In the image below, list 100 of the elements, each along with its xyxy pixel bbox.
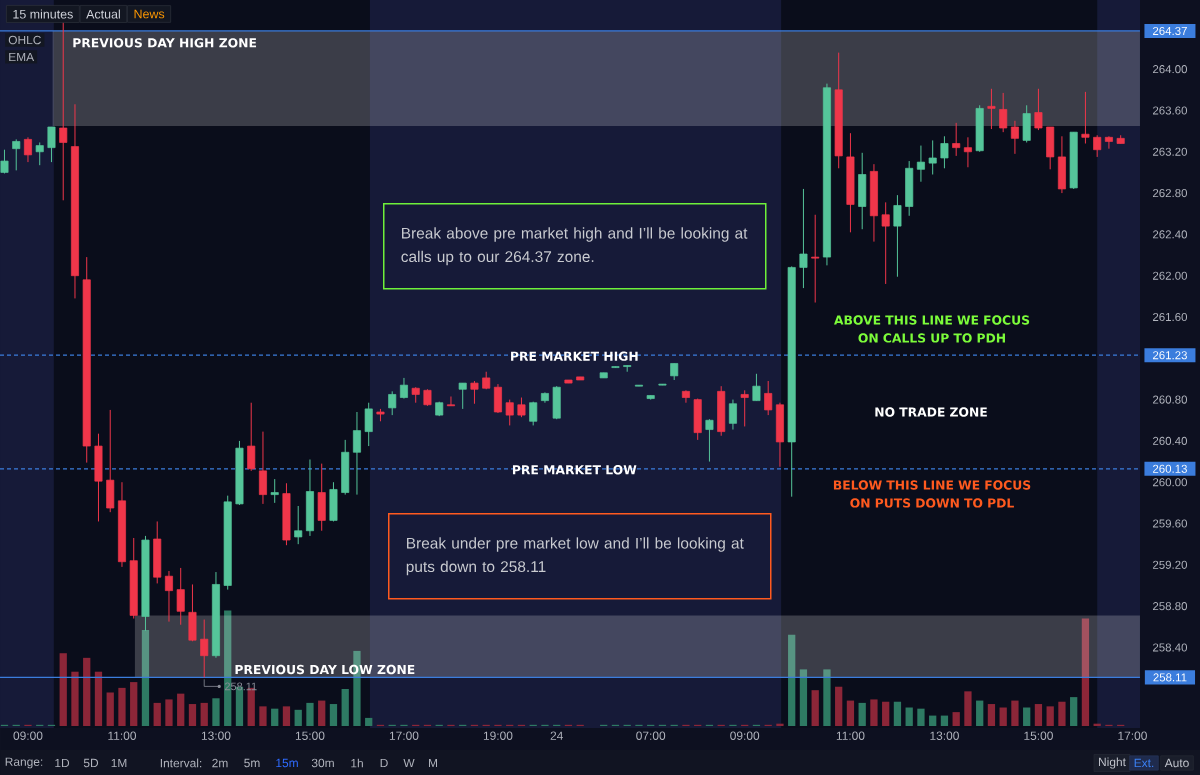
candlestick: [352, 411, 361, 496]
x-tick-label: 17:00: [389, 731, 419, 740]
bar: [341, 689, 349, 726]
candlestick: [35, 141, 44, 166]
bar: [799, 669, 808, 726]
band-label: PREVIOUS DAY LOW ZONE: [235, 664, 415, 675]
annotation: NO TRADE ZONE: [875, 407, 987, 417]
y-tick-label: 261.23: [1153, 351, 1187, 360]
bar: [94, 671, 103, 726]
text: 1h: [351, 758, 363, 768]
bar: [1046, 706, 1054, 726]
y-tick-label: 263.60: [1153, 106, 1188, 115]
bar: [318, 700, 326, 726]
annotation: BELOW THIS LINE WE FOCUS ON PUTS DOWN TO PDL: [833, 480, 1031, 508]
candlestick: [728, 399, 737, 431]
x-tick-label: 15:00: [295, 731, 325, 740]
candlestick: [752, 373, 761, 402]
text: 15m: [276, 758, 298, 768]
annotation: 15 minutes: [13, 9, 73, 19]
bar: [870, 699, 878, 726]
text: Range:: [5, 757, 43, 769]
bar: [1011, 700, 1019, 726]
bar: [365, 717, 373, 726]
bar: [846, 700, 855, 726]
text: D: [380, 758, 388, 768]
bar: [858, 702, 866, 726]
bar: [893, 701, 902, 726]
y-tick-label: 262.00: [1153, 271, 1188, 280]
x-tick-label: 24: [550, 731, 563, 740]
y-tick-label: 259.60: [1153, 519, 1188, 528]
x-tick-label: 13:00: [201, 731, 231, 740]
y-tick-label: 258.40: [1153, 643, 1188, 652]
candlestick: [446, 396, 455, 407]
candlestick: [59, 20, 68, 201]
candlestick: [294, 505, 303, 545]
candlestick: [270, 478, 279, 504]
annotation: Break above pre market high and I’ll be looking at calls up to our 264.37 zone.: [401, 227, 748, 266]
candlestick: [12, 138, 21, 171]
candlestick: [1081, 91, 1090, 145]
bar: [952, 712, 960, 726]
bar: [200, 702, 208, 726]
bar: [905, 707, 913, 726]
bar: [212, 698, 220, 726]
bar: [999, 707, 1007, 726]
candlestick: [1034, 88, 1043, 131]
text: 5m: [244, 758, 260, 768]
x-tick-label: 11:00: [108, 731, 137, 740]
text: Night: [1099, 757, 1126, 769]
bar: [1023, 707, 1031, 726]
bar: [964, 691, 972, 726]
bar: [776, 723, 784, 726]
y-tick-label: 260.80: [1153, 395, 1188, 404]
x-tick-label: 13:00: [930, 731, 959, 740]
y-tick-label: 261.60: [1153, 312, 1188, 322]
y-tick-label: 264.00: [1153, 65, 1188, 74]
candlestick: [1093, 134, 1102, 158]
candlestick: [364, 402, 373, 447]
candlestick: [705, 418, 714, 463]
bar: [83, 657, 91, 726]
annotation: Break under pre market low and I’ll be looking at puts down to 258.11: [406, 537, 744, 576]
bar: [1081, 618, 1090, 726]
y-tick-label: 262.80: [1153, 189, 1188, 198]
text: 1D: [55, 758, 70, 768]
bar: [141, 630, 150, 726]
candlestick: [47, 126, 56, 163]
candlestick: [740, 389, 749, 427]
candlestick: [811, 214, 820, 304]
candlestick: [517, 397, 526, 418]
text: Auto: [1164, 758, 1189, 768]
text: Interval:: [160, 758, 202, 768]
candlestick: [458, 382, 467, 410]
candlestick: [388, 390, 397, 416]
annotation: OHLC: [8, 35, 41, 45]
bar: [71, 671, 79, 726]
candlestick: [200, 619, 209, 678]
candlestick: [176, 567, 185, 626]
text: W: [403, 758, 415, 768]
bar: [59, 653, 67, 726]
bar: [1034, 704, 1043, 726]
bar: [940, 715, 949, 726]
y-tick-label: 260.13: [1153, 464, 1187, 473]
bar: [976, 700, 984, 726]
bar: [929, 715, 937, 726]
x-tick-label: 15:00: [1024, 731, 1053, 740]
bar: [823, 669, 831, 726]
bar: [835, 686, 843, 726]
candlestick: [399, 377, 408, 400]
text: 30m: [311, 758, 334, 768]
bar: [1070, 697, 1078, 726]
bar: [1058, 701, 1066, 726]
bar: [987, 704, 996, 726]
bar: [177, 693, 185, 726]
candlestick: [505, 399, 514, 426]
bar: [294, 709, 302, 726]
candlestick: [247, 402, 256, 472]
y-tick-label: 260.00: [1153, 478, 1188, 487]
y-tick-label: 258.80: [1153, 602, 1188, 611]
y-tick-label: 263.20: [1153, 147, 1188, 156]
candlestick: [799, 188, 808, 289]
y-tick-label: 264.37: [1153, 26, 1187, 36]
